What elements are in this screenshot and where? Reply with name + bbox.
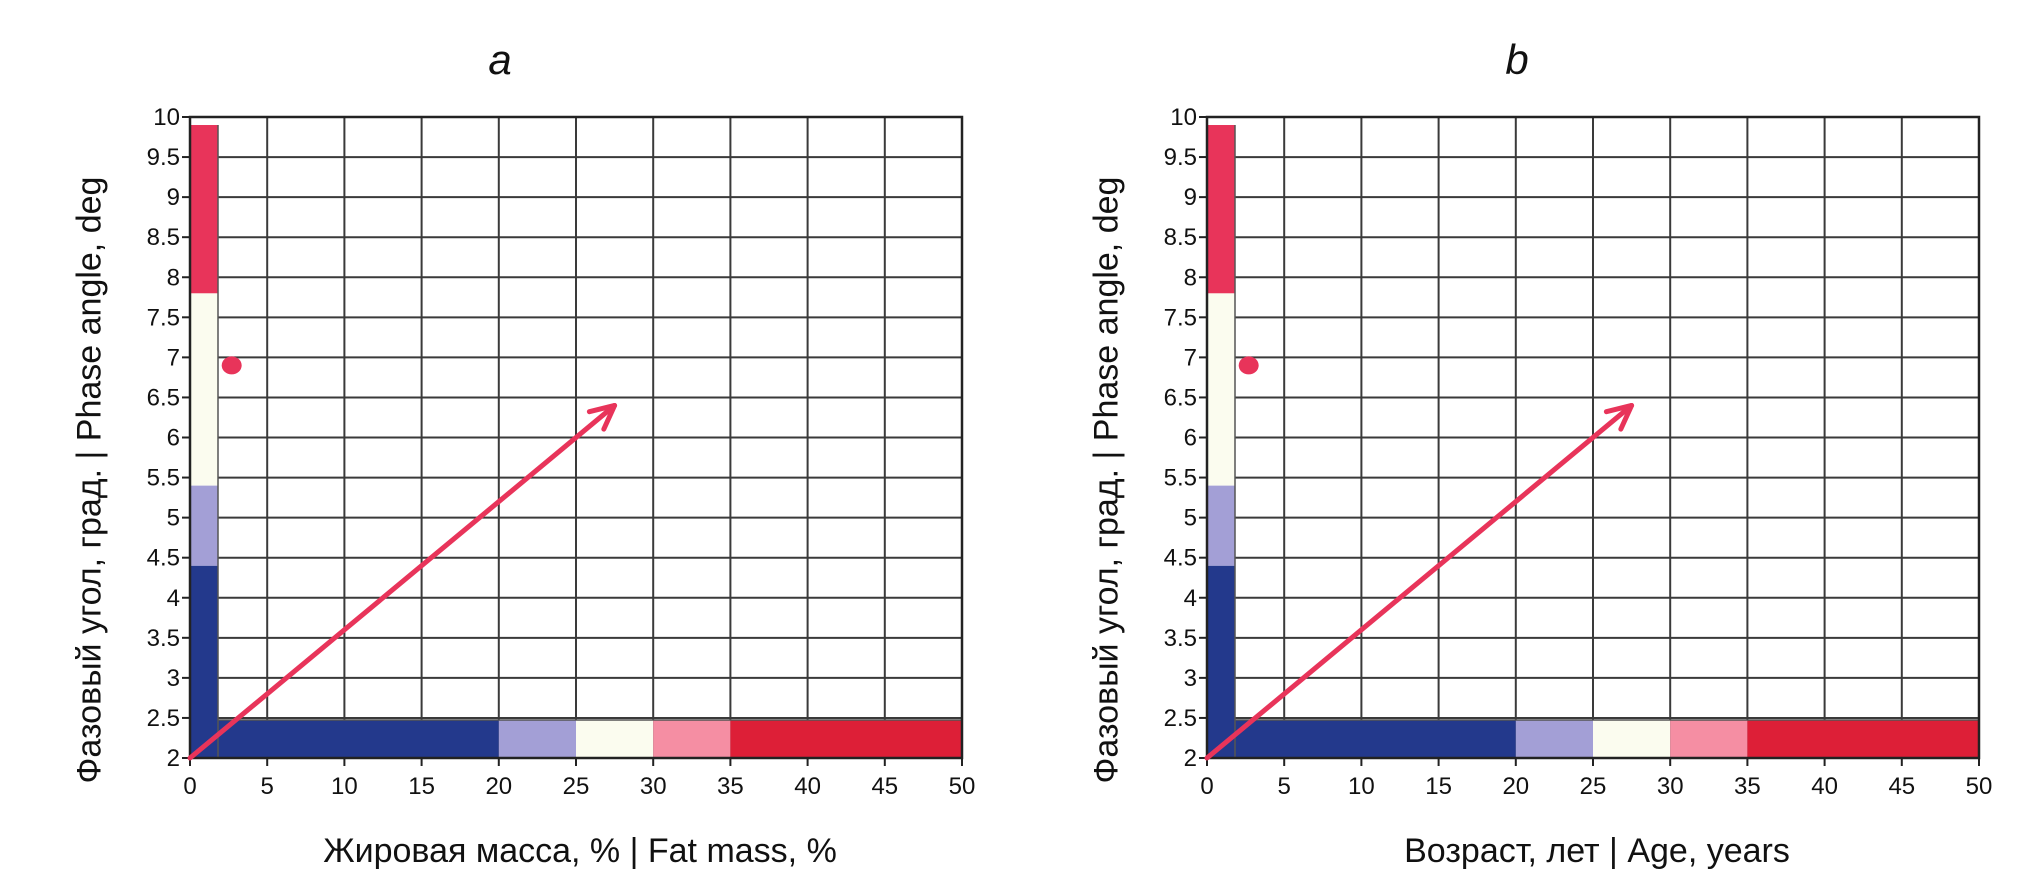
y-band-segment bbox=[190, 125, 218, 294]
y-tick-label: 3 bbox=[167, 665, 180, 692]
x-tick-label: 35 bbox=[717, 773, 744, 800]
x-tick-label: 5 bbox=[261, 773, 274, 800]
y-band-segment bbox=[190, 293, 218, 486]
x-tick-label: 45 bbox=[1888, 773, 1915, 800]
x-tick-label: 30 bbox=[1657, 773, 1684, 800]
trend-arrow-shaft bbox=[1204, 402, 1635, 761]
y-tick-label: 3.5 bbox=[147, 625, 180, 652]
x-tick-label: 10 bbox=[1348, 773, 1375, 800]
y-tick-label: 6 bbox=[1184, 425, 1197, 452]
x-tick-label: 20 bbox=[1502, 773, 1529, 800]
y-tick-label: 8.5 bbox=[147, 224, 180, 251]
y-tick-label: 6.5 bbox=[1164, 384, 1197, 411]
x-axis-label: Жировая масса, % | Fat mass, % bbox=[323, 832, 837, 870]
y-tick-label: 9.5 bbox=[147, 144, 180, 171]
x-tick-label: 15 bbox=[408, 773, 435, 800]
y-tick-label: 4.5 bbox=[1164, 545, 1197, 572]
chart-panel-b: b Фазовый угол, град. | Phase angle, deg… bbox=[1017, 0, 2017, 891]
y-tick-label: 5.5 bbox=[147, 465, 180, 492]
chart-panel-a: a Фазовый угол, град. | Phase angle, deg… bbox=[0, 0, 1000, 891]
data-point bbox=[1238, 356, 1259, 375]
trend-arrow-shaft bbox=[187, 402, 618, 761]
x-tick-label: 40 bbox=[794, 773, 821, 800]
x-tick-label: 35 bbox=[1734, 773, 1761, 800]
y-tick-label: 4 bbox=[167, 585, 180, 612]
y-tick-label: 2 bbox=[167, 745, 180, 772]
panel-letter: a bbox=[488, 36, 512, 83]
x-tick-label: 50 bbox=[949, 773, 976, 800]
x-tick-label: 0 bbox=[1200, 773, 1213, 800]
y-band-segment bbox=[190, 565, 218, 758]
y-tick-label: 8.5 bbox=[1164, 224, 1197, 251]
y-tick-label: 3 bbox=[1184, 665, 1197, 692]
y-tick-label: 7.5 bbox=[1164, 304, 1197, 331]
panel-letter: b bbox=[1505, 36, 1529, 83]
y-tick-label: 6 bbox=[167, 425, 180, 452]
x-tick-label: 15 bbox=[1425, 773, 1452, 800]
y-band-segment bbox=[1207, 293, 1235, 486]
x-band-segment bbox=[730, 720, 962, 758]
x-axis-label: Возраст, лет | Age, years bbox=[1404, 832, 1790, 870]
y-tick-label: 5.5 bbox=[1164, 465, 1197, 492]
x-tick-label: 0 bbox=[183, 773, 196, 800]
x-band-segment bbox=[1747, 720, 1979, 758]
y-tick-label: 2.5 bbox=[147, 705, 180, 732]
y-tick-label: 9.5 bbox=[1164, 144, 1197, 171]
y-tick-label: 5 bbox=[1184, 505, 1197, 532]
x-tick-label: 10 bbox=[331, 773, 358, 800]
y-tick-label: 8 bbox=[1184, 264, 1197, 291]
x-band-segment bbox=[1515, 720, 1593, 758]
x-band-segment bbox=[576, 720, 654, 758]
plot-area: 0 5 10 15 20 25 30 35 40 45 50 2 2.5 3 3.5 4 4.5 5 5.5 6 6.5… bbox=[1164, 104, 1993, 800]
y-tick-label: 4.5 bbox=[147, 545, 180, 572]
y-tick-label: 7 bbox=[167, 344, 180, 371]
y-tick-label: 2 bbox=[1184, 745, 1197, 772]
x-band-segment bbox=[1207, 720, 1516, 758]
y-tick-label: 5 bbox=[167, 505, 180, 532]
y-tick-label: 2.5 bbox=[1164, 705, 1197, 732]
x-tick-label: 25 bbox=[563, 773, 590, 800]
y-band-segment bbox=[1207, 565, 1235, 758]
y-tick-label: 6.5 bbox=[147, 384, 180, 411]
y-tick-label: 10 bbox=[153, 104, 180, 131]
x-band-segment bbox=[1670, 720, 1748, 758]
y-band-segment bbox=[1207, 485, 1235, 566]
y-tick-label: 3.5 bbox=[1164, 625, 1197, 652]
x-band-segment bbox=[190, 720, 499, 758]
trend-arrow-head bbox=[586, 402, 618, 432]
trend-arrow-head bbox=[1603, 402, 1635, 432]
x-tick-label: 20 bbox=[485, 773, 512, 800]
x-tick-label: 30 bbox=[640, 773, 667, 800]
x-tick-label: 45 bbox=[871, 773, 898, 800]
x-band-segment bbox=[1593, 720, 1671, 758]
y-band-segment bbox=[190, 485, 218, 566]
y-tick-label: 9 bbox=[1184, 184, 1197, 211]
x-tick-label: 40 bbox=[1811, 773, 1838, 800]
y-tick-label: 9 bbox=[167, 184, 180, 211]
data-point bbox=[221, 356, 242, 375]
plot-area: 0 5 10 15 20 25 30 35 40 45 50 2 2.5 3 3.5 4 4.5 5 5.5 6 6.5… bbox=[147, 104, 976, 800]
y-band-segment bbox=[1207, 125, 1235, 294]
y-tick-label: 10 bbox=[1170, 104, 1197, 131]
x-tick-label: 5 bbox=[1278, 773, 1291, 800]
y-tick-label: 7.5 bbox=[147, 304, 180, 331]
y-tick-label: 4 bbox=[1184, 585, 1197, 612]
x-band-segment bbox=[498, 720, 576, 758]
y-tick-label: 8 bbox=[167, 264, 180, 291]
y-tick-label: 7 bbox=[1184, 344, 1197, 371]
x-band-segment bbox=[653, 720, 731, 758]
x-tick-label: 50 bbox=[1966, 773, 1993, 800]
x-tick-label: 25 bbox=[1580, 773, 1607, 800]
